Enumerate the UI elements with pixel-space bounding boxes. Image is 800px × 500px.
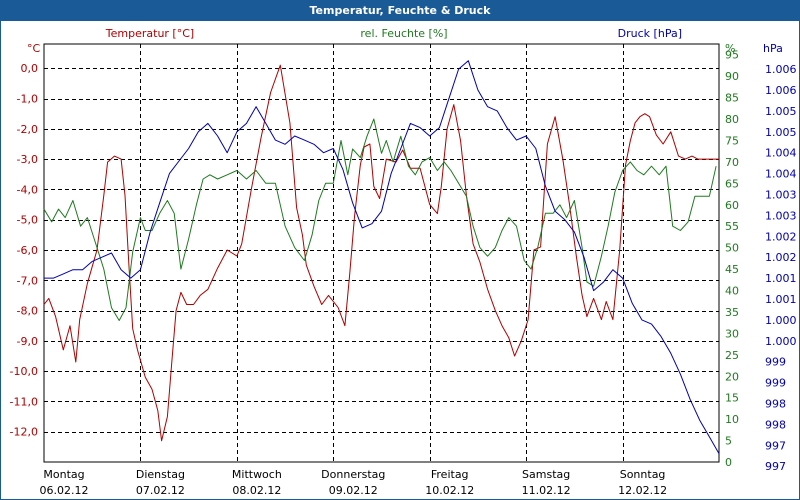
temp-tick-label: -4,0 <box>17 183 38 196</box>
hum-tick-label: 5 <box>725 435 732 448</box>
x-date-label: 12.02.12 <box>618 484 667 497</box>
x-date-label: 07.02.12 <box>136 484 185 497</box>
temp-tick-label: -11,0 <box>10 395 38 408</box>
press-tick-label: 999 <box>765 356 786 369</box>
temp-tick-label: -2,0 <box>17 123 38 136</box>
press-tick-label: 1.004 <box>765 168 797 181</box>
temp-unit: °C <box>27 42 41 55</box>
temp-tick-label: 0,0 <box>21 62 39 75</box>
press-tick-label: 1.001 <box>765 293 797 306</box>
hum-tick-label: 60 <box>725 199 739 212</box>
temp-tick-label: -12,0 <box>10 426 38 439</box>
hum-tick-label: 70 <box>725 156 739 169</box>
hum-tick-label: 0 <box>725 456 732 469</box>
x-day-label: Samstag <box>522 468 570 481</box>
x-day-label: Dienstag <box>136 468 185 481</box>
press-tick-label: 1.003 <box>765 209 797 222</box>
temperature-line <box>43 64 719 442</box>
press-tick-label: 1.006 <box>765 84 797 97</box>
temp-axis-title: Temperatur [°C] <box>105 27 194 40</box>
press-tick-label: 1.002 <box>765 230 797 243</box>
press-tick-label: 1.000 <box>765 335 797 348</box>
hum-tick-label: 20 <box>725 370 739 383</box>
temp-tick-label: -1,0 <box>17 93 38 106</box>
press-tick-label: 998 <box>765 397 786 410</box>
press-tick-label: 1.002 <box>765 251 797 264</box>
hum-axis-title: rel. Feuchte [%] <box>360 27 447 40</box>
press-unit: hPa <box>763 42 783 55</box>
press-tick-label: 1.005 <box>765 105 797 118</box>
hum-tick-label: 90 <box>725 70 739 83</box>
press-tick-label: 997 <box>765 439 786 452</box>
press-tick-label: 1.006 <box>765 63 797 76</box>
humidity-line <box>43 118 717 321</box>
hum-tick-label: 80 <box>725 113 739 126</box>
hum-tick-label: 75 <box>725 134 739 147</box>
press-tick-label: 1.004 <box>765 147 797 160</box>
plot-area <box>43 43 720 463</box>
press-tick-label: 999 <box>765 377 786 390</box>
hum-tick-label: 30 <box>725 327 739 340</box>
hum-tick-label: 50 <box>725 242 739 255</box>
chart-canvas: 0,0 -1,0 -2,0 -3,0 -4,0 -5,0 -6,0 -7,0 -8,0 -9,0 -… <box>10 27 797 497</box>
temp-tick-label: -10,0 <box>10 365 38 378</box>
x-day-label: Freitag <box>431 468 469 481</box>
x-date-label: 09.02.12 <box>329 484 378 497</box>
hum-tick-label: 95 <box>725 49 739 62</box>
temp-tick-label: -5,0 <box>17 214 38 227</box>
hum-tick-label: 25 <box>725 349 739 362</box>
hum-tick-label: 35 <box>725 306 739 319</box>
x-day-label: Mittwoch <box>232 468 282 481</box>
press-tick-label: 1.005 <box>765 126 797 139</box>
x-date-label: 11.02.12 <box>522 484 571 497</box>
pressure-line <box>44 60 720 454</box>
hum-tick-label: 15 <box>725 392 739 405</box>
window-title: Temperatur, Feuchte & Druck <box>1 1 799 21</box>
press-tick-label: 1.001 <box>765 272 797 285</box>
press-tick-label: 1.000 <box>765 314 797 327</box>
hum-tick-label: 85 <box>725 92 739 105</box>
x-day-label: Montag <box>43 468 84 481</box>
temp-tick-label: -8,0 <box>17 305 38 318</box>
press-tick-label: 997 <box>765 460 786 473</box>
x-date-label: 06.02.12 <box>40 484 89 497</box>
hum-tick-label: 45 <box>725 263 739 276</box>
press-tick-label: 998 <box>765 418 786 431</box>
x-date-label: 10.02.12 <box>425 484 474 497</box>
x-date-label: 08.02.12 <box>232 484 281 497</box>
temp-tick-label: -9,0 <box>17 335 38 348</box>
press-tick-label: 1.003 <box>765 188 797 201</box>
hum-tick-label: 40 <box>725 285 739 298</box>
x-day-label: Donnerstag <box>321 468 385 481</box>
press-axis-title: Druck [hPa] <box>618 27 682 40</box>
temp-tick-label: -6,0 <box>17 244 38 257</box>
temp-tick-label: -3,0 <box>17 153 38 166</box>
temp-tick-label: -7,0 <box>17 274 38 287</box>
hum-tick-label: 10 <box>725 413 739 426</box>
hum-tick-label: 65 <box>725 177 739 190</box>
hum-unit: % <box>725 42 735 55</box>
hum-tick-label: 55 <box>725 220 739 233</box>
x-day-label: Sonntag <box>620 468 666 481</box>
